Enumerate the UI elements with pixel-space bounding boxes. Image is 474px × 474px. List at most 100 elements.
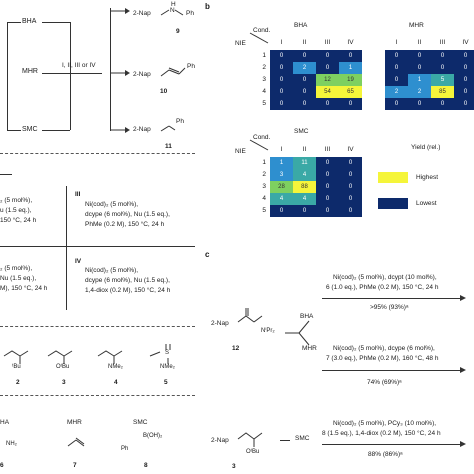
heatmap-cell: 54 <box>316 86 339 98</box>
nuc-6-number: 6 <box>0 462 4 469</box>
product-11-number: 11 <box>165 143 172 150</box>
connector <box>70 22 71 130</box>
product-10-left: 2-Nap <box>133 71 151 78</box>
heatmap-cell: 0 <box>408 62 431 74</box>
nuc-header-mhr: MHR <box>67 419 82 426</box>
product-9-number: 9 <box>176 28 180 35</box>
conditions-label: I, II, III or IV <box>62 62 96 69</box>
legend-swatch-lowest <box>378 198 408 209</box>
heatmap-cell: 28 <box>270 181 293 193</box>
arrow-heads <box>110 8 186 133</box>
heatmap-cell: 0 <box>293 205 316 217</box>
heatmap-cell: 0 <box>270 98 293 110</box>
heatmap-cell: 3 <box>270 169 293 181</box>
heatmap-cell: 0 <box>339 169 362 181</box>
smc-cond-line: Ni(cod)₂ (5 mol%), PCy₃ (10 mol%), <box>333 420 437 427</box>
sub12-structure <box>237 308 263 323</box>
bha-cond-line: 6 (1.0 eq.), PhMe (0.2 M), 150 °C, 24 h <box>326 284 439 291</box>
heatmap-row-header: 5 <box>262 207 266 214</box>
smc-line <box>280 440 290 441</box>
legend-swatch-highest <box>378 172 408 183</box>
heatmap-cell: 0 <box>385 50 408 62</box>
product-11-left: 2-Nap <box>133 126 151 133</box>
heatmap-cell: 0 <box>385 74 408 86</box>
cond-left-3: 150 °C, 24 h <box>0 217 37 224</box>
legend-title: Yield (rel.) <box>411 144 441 151</box>
mhr-cond-line: Ni(cod)₂ (5 mol%), dcype (6 mol%), <box>333 345 435 352</box>
panel-c-label: c <box>205 250 210 259</box>
heatmap-cell: 0 <box>431 98 454 110</box>
cond-iv-label: IV <box>75 258 82 265</box>
heatmap-cell: 1 <box>408 74 431 86</box>
nuc-6-text: NH₂ <box>6 441 17 447</box>
product-9-h: H <box>171 1 176 8</box>
heatmap-cell: 4 <box>270 193 293 205</box>
product-9-right: Ph <box>186 10 194 17</box>
heatmap-cell: 4 <box>293 193 316 205</box>
heatmap-cell: 0 <box>339 50 362 62</box>
connector <box>42 73 102 74</box>
heatmap-col-header: I <box>395 39 398 46</box>
bracket-line <box>7 22 21 23</box>
diagonal-slash <box>249 32 269 44</box>
product-11-right: Ph <box>176 118 184 125</box>
heatmap-cell: 0 <box>270 62 293 74</box>
product-10-number: 10 <box>160 88 168 95</box>
heatmap-cell: 0 <box>339 98 362 110</box>
heatmap-cell: 0 <box>316 98 339 110</box>
heatmap-cell: 0 <box>408 50 431 62</box>
cond-iii-line: PhMe (0.2 M), 150 °C, 24 h <box>85 221 165 228</box>
bha-arrowhead <box>460 295 466 301</box>
nuc-header-ha: HA <box>0 419 10 426</box>
cond-left-1: ₂ (5 mol%), <box>0 197 33 204</box>
sub12-amine: NⁱPr₂ <box>261 328 275 334</box>
cond-iv-line: Ni(cod)₂ (5 mol%), <box>85 267 139 274</box>
heatmap-row-header: 4 <box>262 88 266 95</box>
cond-axis-label-2: Cond. <box>253 134 271 141</box>
branch-mhr-label: MHR <box>302 345 317 352</box>
heatmap-cell: 0 <box>316 193 339 205</box>
bha-yield: >95% (93%)ᵃ <box>370 304 409 311</box>
cond-iii-line: Ni(cod)₂ (5 mol%), <box>85 201 139 208</box>
heatmap-cell: 0 <box>270 205 293 217</box>
vinyl-structure <box>67 437 85 447</box>
mhr-arrowhead <box>460 367 466 373</box>
heatmap-row-header: 1 <box>262 52 266 59</box>
heatmap-cell: 0 <box>316 62 339 74</box>
heatmap-cell: 1 <box>270 157 293 169</box>
cond-iii-line: dcype (6 mol%), Nu (1.5 eq.), <box>85 211 170 218</box>
nie-axis-label: NIE <box>235 40 246 47</box>
branch-bha-label: BHA <box>300 313 314 320</box>
heatmap-cell: 0 <box>408 98 431 110</box>
legend-lowest: Lowest <box>416 200 437 207</box>
nuc-header-smc: SMC <box>133 419 148 426</box>
legend-highest: Highest <box>416 174 439 181</box>
heatmap-cell: 0 <box>339 193 362 205</box>
sub3-number: 3 <box>232 463 236 470</box>
heatmap-cell: 0 <box>316 169 339 181</box>
heatmap-cell: 12 <box>316 74 339 86</box>
bracket-line <box>7 22 8 130</box>
smc-yield: 88% (86%)ᵃ <box>368 451 403 458</box>
heatmap-col-header: IV <box>347 146 354 153</box>
heatmap-cell: 0 <box>454 50 474 62</box>
heatmap-cell: 2 <box>385 86 408 98</box>
ester-4-sub: NMe₂ <box>108 364 123 370</box>
heatmap-grid: 0 0 0 0 0 0 0 0 0 1 5 0 2 2 85 0 0 0 0 0 <box>385 50 474 110</box>
smc-cond-line: 8 (1.5 eq.), 1,4-diox (0.2 M), 150 °C, 2… <box>322 430 441 437</box>
heatmap-cell: 0 <box>454 74 474 86</box>
sub12-name: 2-Nap <box>211 320 229 327</box>
cond-axis-label: Cond. <box>253 27 271 34</box>
heatmap-cell: 2 <box>293 62 316 74</box>
nuc-8-prefix: Ph <box>121 446 129 452</box>
product-9-left: 2-Nap <box>133 10 151 17</box>
cond-iii-label: III <box>75 191 81 198</box>
sub12-number: 12 <box>232 345 240 352</box>
arrow-stem <box>110 8 111 131</box>
ester-2-sub: ᵗBu <box>12 364 21 370</box>
connector <box>42 130 70 131</box>
heatmap-row-header: 2 <box>262 64 266 71</box>
heatmap-cell: 88 <box>293 181 316 193</box>
heatmap-cell: 0 <box>454 86 474 98</box>
heatmap-grid: 1 11 0 0 3 4 0 0 28 88 0 0 4 4 0 0 0 0 0 0 <box>270 157 362 217</box>
